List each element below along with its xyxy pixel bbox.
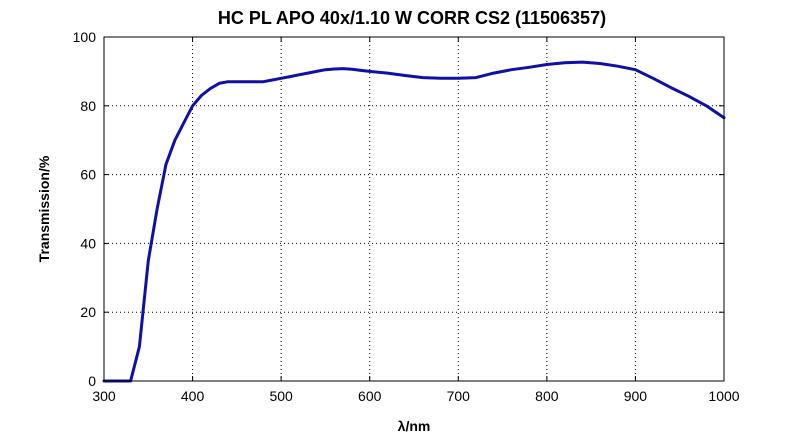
axis-ticks: 300 400 500 600 700 800 900 1000 0 20 40 60 80 100 [73, 29, 740, 404]
x-tick-label: 300 [92, 388, 116, 404]
x-tick-label: 1000 [708, 388, 739, 404]
y-tick-label: 80 [80, 98, 96, 114]
x-tick-label: 400 [181, 388, 205, 404]
y-axis-label: Transmission/% [36, 155, 52, 262]
y-tick-label: 20 [80, 304, 96, 320]
transmission-line [102, 60, 726, 383]
data-layer [102, 60, 726, 383]
x-tick-label: 700 [447, 388, 471, 404]
plot-frame [103, 36, 725, 382]
y-tick-label: 40 [80, 235, 96, 251]
x-tick-label: 900 [624, 388, 648, 404]
y-tick-label: 100 [73, 29, 97, 45]
x-axis-label: λ/nm [398, 418, 431, 434]
x-tick-label: 500 [269, 388, 293, 404]
y-tick-label: 60 [80, 167, 96, 183]
chart-title: HC PL APO 40x/1.10 W CORR CS2 (11506357) [218, 8, 606, 28]
grid-lines [104, 37, 724, 381]
y-tick-label: 0 [88, 373, 96, 389]
x-tick-label: 800 [535, 388, 559, 404]
x-tick-label: 600 [358, 388, 382, 404]
